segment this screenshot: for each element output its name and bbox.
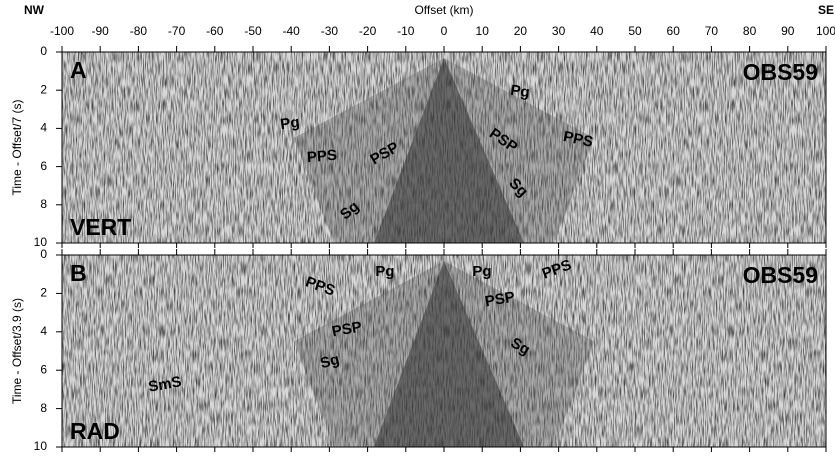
x-tick-label: -10	[397, 24, 415, 38]
y-tick-label: 2	[40, 286, 47, 300]
station-label: OBS59	[743, 262, 818, 288]
y-tick-label: 8	[40, 197, 47, 211]
x-tick-label: 30	[552, 24, 566, 38]
y-tick-label: 10	[34, 439, 48, 453]
phase-label: Pg	[509, 82, 530, 102]
frame	[61, 254, 827, 448]
station-label: OBS59	[743, 59, 818, 85]
x-tick-label: -70	[168, 24, 186, 38]
phase-label: Pg	[375, 263, 394, 280]
x-tick-label: -60	[206, 24, 224, 38]
x-tick-label: 70	[705, 24, 719, 38]
phase-label: Pg	[472, 263, 491, 280]
x-tick-label: -30	[321, 24, 339, 38]
panel-letter: A	[70, 57, 87, 83]
x-tick-label: -20	[359, 24, 377, 38]
direct-cone	[374, 261, 524, 447]
x-tick-label: -100	[50, 24, 74, 38]
y-tick-label: 4	[40, 324, 47, 338]
x-tick-label: 80	[743, 24, 757, 38]
y-tick-label: 0	[40, 247, 47, 261]
x-tick-label: -40	[283, 24, 301, 38]
x-tick-label: -50	[244, 24, 262, 38]
x-tick-label: 100	[816, 24, 835, 38]
y-tick-label: 6	[40, 362, 47, 376]
y-axis-title: Time - Offset/3.9 (s)	[10, 298, 24, 404]
component-label: VERT	[70, 214, 131, 240]
y-tick-label: 10	[34, 235, 48, 249]
phase-label: PPS	[562, 128, 595, 151]
direction-label: NW	[24, 3, 45, 17]
x-tick-label: 40	[590, 24, 604, 38]
x-tick-label: -80	[130, 24, 148, 38]
x-tick-label: 10	[476, 24, 490, 38]
x-tick-label: 0	[441, 24, 448, 38]
phase-label: SmS	[147, 373, 183, 396]
phase-label: PSP	[484, 288, 517, 310]
panel-letter: B	[70, 260, 87, 286]
phase-label: Pg	[279, 114, 300, 134]
x-tick-label: 90	[781, 24, 795, 38]
x-tick-label: -90	[92, 24, 110, 38]
y-tick-label: 4	[40, 121, 47, 135]
x-tick-label: 60	[667, 24, 681, 38]
x-tick-label: 20	[514, 24, 528, 38]
direct-cone	[374, 58, 524, 243]
y-tick-label: 6	[40, 159, 47, 173]
x-tick-label: 50	[628, 24, 642, 38]
y-axis-title: Time - Offset/7 (s)	[10, 99, 24, 195]
phase-label: PPS	[306, 147, 337, 167]
frame	[61, 51, 827, 244]
y-tick-label: 2	[40, 82, 47, 96]
phase-label: Sg	[318, 351, 341, 372]
y-tick-label: 0	[40, 44, 47, 58]
direction-label: SE	[818, 3, 834, 17]
y-tick-label: 8	[40, 401, 47, 415]
component-label: RAD	[70, 418, 120, 444]
phase-label: PSP	[331, 318, 364, 340]
x-axis-title: Offset (km)	[414, 3, 473, 17]
